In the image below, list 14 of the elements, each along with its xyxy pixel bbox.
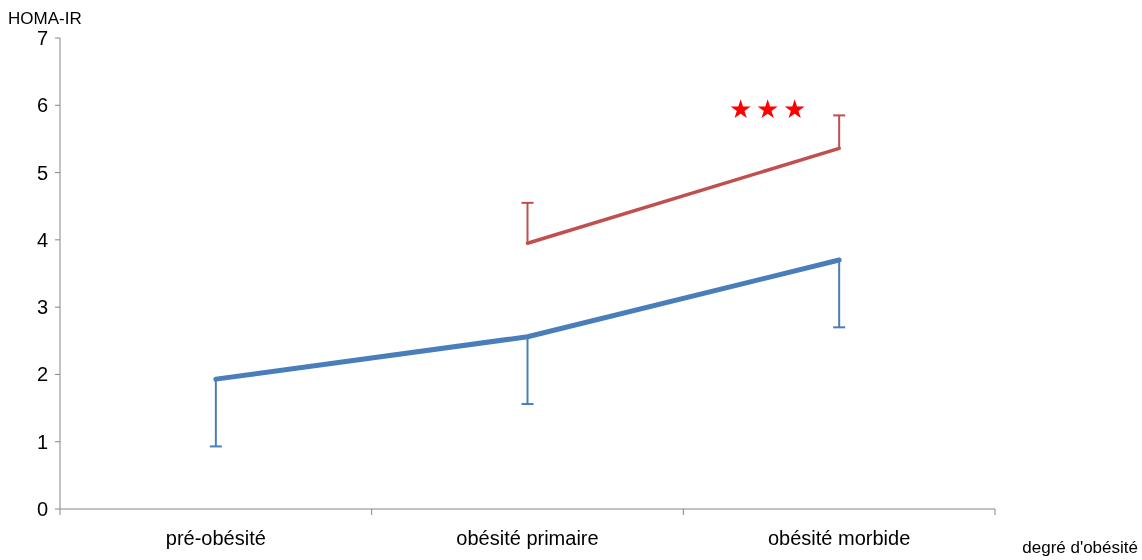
y-axis-title: HOMA-IR xyxy=(8,9,82,28)
x-axis-title: degré d'obésité xyxy=(1022,538,1138,557)
y-tick-label: 5 xyxy=(36,161,48,184)
y-tick-label: 2 xyxy=(36,363,48,386)
x-tick-label: obésité primaire xyxy=(456,527,599,549)
y-tick-label: 1 xyxy=(36,430,48,453)
y-tick-label: 6 xyxy=(36,94,48,117)
annotation: ★★★ xyxy=(728,94,810,124)
x-tick-label: pré-obésité xyxy=(165,527,266,549)
y-tick-label: 0 xyxy=(36,498,48,520)
y-tick-label: 7 xyxy=(36,27,48,49)
y-tick-label: 3 xyxy=(36,296,48,319)
x-tick-label: obésité morbide xyxy=(768,527,911,549)
y-tick-label: 4 xyxy=(36,228,48,251)
